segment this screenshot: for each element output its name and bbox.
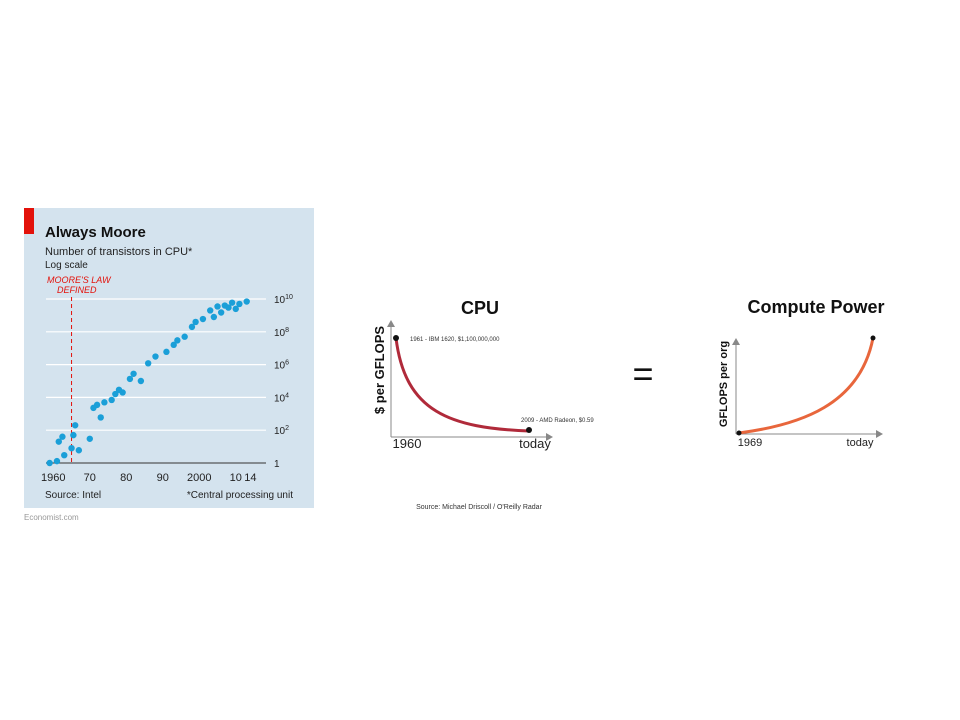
cpu-y-axis-label: $ per GFLOPS xyxy=(372,326,387,414)
cpu-point-2009 xyxy=(526,427,532,433)
x-tick-label: 2000 xyxy=(187,472,211,484)
data-points xyxy=(46,298,250,467)
data-point xyxy=(152,353,159,360)
data-point xyxy=(112,390,119,398)
data-point xyxy=(228,299,236,306)
data-point xyxy=(174,337,181,344)
gridlines xyxy=(46,298,266,464)
data-point xyxy=(61,451,68,459)
cpu-chart: CPU $ per GFLOPS 1961 - IBM 1620, $1,100… xyxy=(372,298,594,511)
cpu-x-label-end: today xyxy=(519,436,551,451)
cpu-chart-title: CPU xyxy=(461,298,499,318)
data-point xyxy=(86,435,93,442)
compute-power-curve xyxy=(738,337,875,435)
equals-sign: = xyxy=(632,353,653,394)
compute-y-axis-label: GFLOPS per org xyxy=(718,341,730,427)
chart-subtitle: Number of transistors in CPU* xyxy=(45,246,193,258)
data-point xyxy=(46,459,53,467)
x-tick-label: 14 xyxy=(244,472,256,484)
data-point xyxy=(207,307,214,314)
data-point xyxy=(163,348,170,356)
data-point xyxy=(119,389,126,396)
data-point xyxy=(199,315,207,323)
cpu-point-1961 xyxy=(393,335,399,341)
compute-x-axis-arrow xyxy=(876,430,883,438)
x-tick-label: 80 xyxy=(120,472,132,484)
x-tick-label: 1960 xyxy=(41,472,65,484)
compute-point-start xyxy=(736,430,742,436)
chart-title: Always Moore xyxy=(45,224,146,241)
moores-law-annotation-line2: DEFINED xyxy=(57,285,97,295)
red-accent-bar xyxy=(24,208,34,234)
data-point xyxy=(210,313,218,321)
data-point xyxy=(93,401,101,409)
cpu-x-label-start: 1960 xyxy=(393,436,422,451)
chart-panel-background xyxy=(24,208,314,508)
economist-chart: Always Moore Number of transistors in CP… xyxy=(24,208,314,508)
cpu-cost-curve xyxy=(394,337,530,433)
data-point xyxy=(181,333,188,340)
data-point xyxy=(192,318,199,326)
compute-point-end xyxy=(870,335,876,341)
compute-y-axis-arrow xyxy=(732,338,740,345)
data-point xyxy=(68,444,75,452)
x-tick-label: 70 xyxy=(84,472,96,484)
compute-power-chart: Compute Power GFLOPS per org 1969 today xyxy=(718,297,885,449)
data-point xyxy=(214,303,221,310)
chart-source: Source: Intel xyxy=(45,490,101,501)
cpu-x-axis-arrow xyxy=(546,433,553,441)
data-point xyxy=(126,375,134,383)
data-point xyxy=(59,433,66,440)
compute-x-label-start: 1969 xyxy=(738,437,762,449)
economist-source: Economist.com xyxy=(24,513,79,522)
data-point xyxy=(108,396,115,404)
data-point xyxy=(71,422,79,429)
chart-footnote: *Central processing unit xyxy=(187,490,293,501)
x-tick-labels: 1960 70 80 90 2000 10 14 xyxy=(41,472,256,484)
data-point xyxy=(243,298,250,305)
data-point xyxy=(188,323,196,331)
cpu-chart-source: Source: Michael Driscoll / O'Reilly Rada… xyxy=(416,504,542,511)
x-tick-label: 90 xyxy=(157,472,169,484)
x-tick-label: 10 xyxy=(230,472,242,484)
chart-scale-note: Log scale xyxy=(45,260,88,271)
data-point xyxy=(144,360,152,367)
compute-x-label-end: today xyxy=(847,437,874,449)
cpu-point-label-2009: 2009 - AMD Radeon, $0.59 xyxy=(521,418,594,424)
data-point xyxy=(217,309,225,316)
data-point xyxy=(137,377,145,385)
moores-law-annotation-line1: MOORE'S LAW xyxy=(47,275,112,285)
data-point xyxy=(75,447,83,454)
compute-chart-title: Compute Power xyxy=(747,297,884,317)
data-point xyxy=(130,370,137,377)
data-point xyxy=(70,431,77,439)
y-tick-label: 1 xyxy=(274,459,280,470)
cpu-point-label-1961: 1961 - IBM 1620, $1,100,000,000 xyxy=(410,337,500,343)
data-point xyxy=(53,457,61,465)
data-point xyxy=(232,305,239,313)
data-point xyxy=(97,414,104,421)
data-point xyxy=(225,304,232,311)
data-point xyxy=(236,300,243,308)
data-point xyxy=(101,399,108,406)
data-point xyxy=(170,341,177,349)
cpu-y-axis-arrow xyxy=(387,320,395,327)
data-point xyxy=(55,438,62,445)
